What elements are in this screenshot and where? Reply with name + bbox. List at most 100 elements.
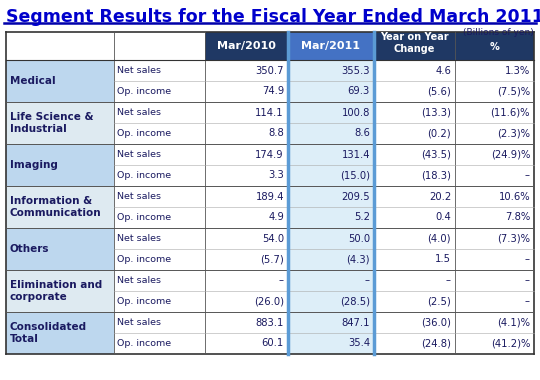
Bar — [114, 291, 205, 312]
Text: 1.5: 1.5 — [435, 255, 451, 264]
Text: Mar/2011: Mar/2011 — [301, 41, 361, 51]
Text: 7.8%: 7.8% — [505, 212, 530, 223]
Bar — [374, 270, 455, 291]
Bar — [455, 291, 534, 312]
Bar — [455, 333, 534, 354]
Bar — [114, 228, 205, 249]
Text: (5.6): (5.6) — [427, 87, 451, 97]
Text: 35.4: 35.4 — [348, 339, 370, 348]
Bar — [114, 333, 205, 354]
Bar — [6, 32, 205, 60]
Bar — [205, 333, 288, 354]
Text: (41.2)%: (41.2)% — [491, 339, 530, 348]
Bar — [114, 165, 205, 186]
Bar — [114, 144, 205, 165]
Text: 883.1: 883.1 — [255, 318, 284, 328]
Bar — [455, 144, 534, 165]
Bar — [288, 270, 374, 291]
Bar — [288, 312, 374, 333]
Bar — [114, 270, 205, 291]
Bar — [374, 249, 455, 270]
Text: %: % — [490, 43, 500, 52]
Bar — [288, 165, 374, 186]
Text: Net sales: Net sales — [117, 276, 161, 285]
Text: 847.1: 847.1 — [341, 318, 370, 328]
Bar — [205, 249, 288, 270]
Text: 350.7: 350.7 — [255, 65, 284, 76]
Text: 209.5: 209.5 — [341, 192, 370, 201]
Bar — [114, 81, 205, 102]
Text: Consolidated
Total: Consolidated Total — [10, 322, 87, 344]
Text: 114.1: 114.1 — [255, 108, 284, 117]
Text: 50.0: 50.0 — [348, 233, 370, 244]
Text: (Billions of yen): (Billions of yen) — [463, 28, 534, 37]
Bar — [374, 186, 455, 207]
Bar — [288, 102, 374, 123]
Text: 54.0: 54.0 — [262, 233, 284, 244]
Bar — [205, 228, 288, 249]
Text: Net sales: Net sales — [117, 234, 161, 243]
Text: 74.9: 74.9 — [262, 87, 284, 97]
Bar — [288, 144, 374, 165]
Text: –: – — [525, 276, 530, 285]
Text: 1.3%: 1.3% — [505, 65, 530, 76]
Text: Others: Others — [10, 244, 50, 254]
Bar — [205, 312, 288, 333]
Text: Information &
Communication: Information & Communication — [10, 196, 102, 218]
Bar — [114, 102, 205, 123]
Text: –: – — [525, 255, 530, 264]
Bar — [288, 32, 374, 60]
Text: 355.3: 355.3 — [341, 65, 370, 76]
Text: (2.3)%: (2.3)% — [497, 128, 530, 138]
Text: Net sales: Net sales — [117, 108, 161, 117]
Bar — [205, 291, 288, 312]
Text: (36.0): (36.0) — [421, 318, 451, 328]
Text: (4.3): (4.3) — [347, 255, 370, 264]
Bar — [374, 102, 455, 123]
Text: Op. income: Op. income — [117, 87, 171, 96]
Bar — [114, 207, 205, 228]
Bar — [455, 60, 534, 81]
Bar — [288, 207, 374, 228]
Bar — [6, 102, 114, 144]
Bar — [455, 165, 534, 186]
Bar — [114, 60, 205, 81]
Text: 174.9: 174.9 — [255, 149, 284, 160]
Bar — [205, 270, 288, 291]
Bar — [114, 249, 205, 270]
Text: Segment Results for the Fiscal Year Ended March 2011: Segment Results for the Fiscal Year Ende… — [6, 8, 540, 26]
Text: –: – — [279, 276, 284, 285]
Text: 60.1: 60.1 — [262, 339, 284, 348]
Bar — [288, 249, 374, 270]
Bar — [205, 81, 288, 102]
Text: 20.2: 20.2 — [429, 192, 451, 201]
Bar — [374, 228, 455, 249]
Text: (4.0): (4.0) — [428, 233, 451, 244]
Text: –: – — [446, 276, 451, 285]
Text: (15.0): (15.0) — [340, 171, 370, 180]
Text: Year on Year
Change: Year on Year Change — [380, 32, 449, 54]
Text: 8.8: 8.8 — [268, 128, 284, 138]
Bar — [6, 144, 114, 186]
Text: Net sales: Net sales — [117, 192, 161, 201]
Text: (26.0): (26.0) — [254, 296, 284, 307]
Bar — [455, 123, 534, 144]
Text: Op. income: Op. income — [117, 339, 171, 348]
Text: (28.5): (28.5) — [340, 296, 370, 307]
Bar — [288, 123, 374, 144]
Text: (24.8): (24.8) — [421, 339, 451, 348]
Text: Op. income: Op. income — [117, 255, 171, 264]
Text: Op. income: Op. income — [117, 297, 171, 306]
Bar — [6, 228, 114, 270]
Bar — [288, 228, 374, 249]
Text: –: – — [365, 276, 370, 285]
Bar — [205, 60, 288, 81]
Text: Op. income: Op. income — [117, 171, 171, 180]
Text: 4.9: 4.9 — [268, 212, 284, 223]
Text: Medical: Medical — [10, 76, 56, 86]
Bar — [455, 81, 534, 102]
Text: 10.6%: 10.6% — [498, 192, 530, 201]
Bar — [374, 333, 455, 354]
Text: 8.6: 8.6 — [354, 128, 370, 138]
Text: (24.9)%: (24.9)% — [491, 149, 530, 160]
